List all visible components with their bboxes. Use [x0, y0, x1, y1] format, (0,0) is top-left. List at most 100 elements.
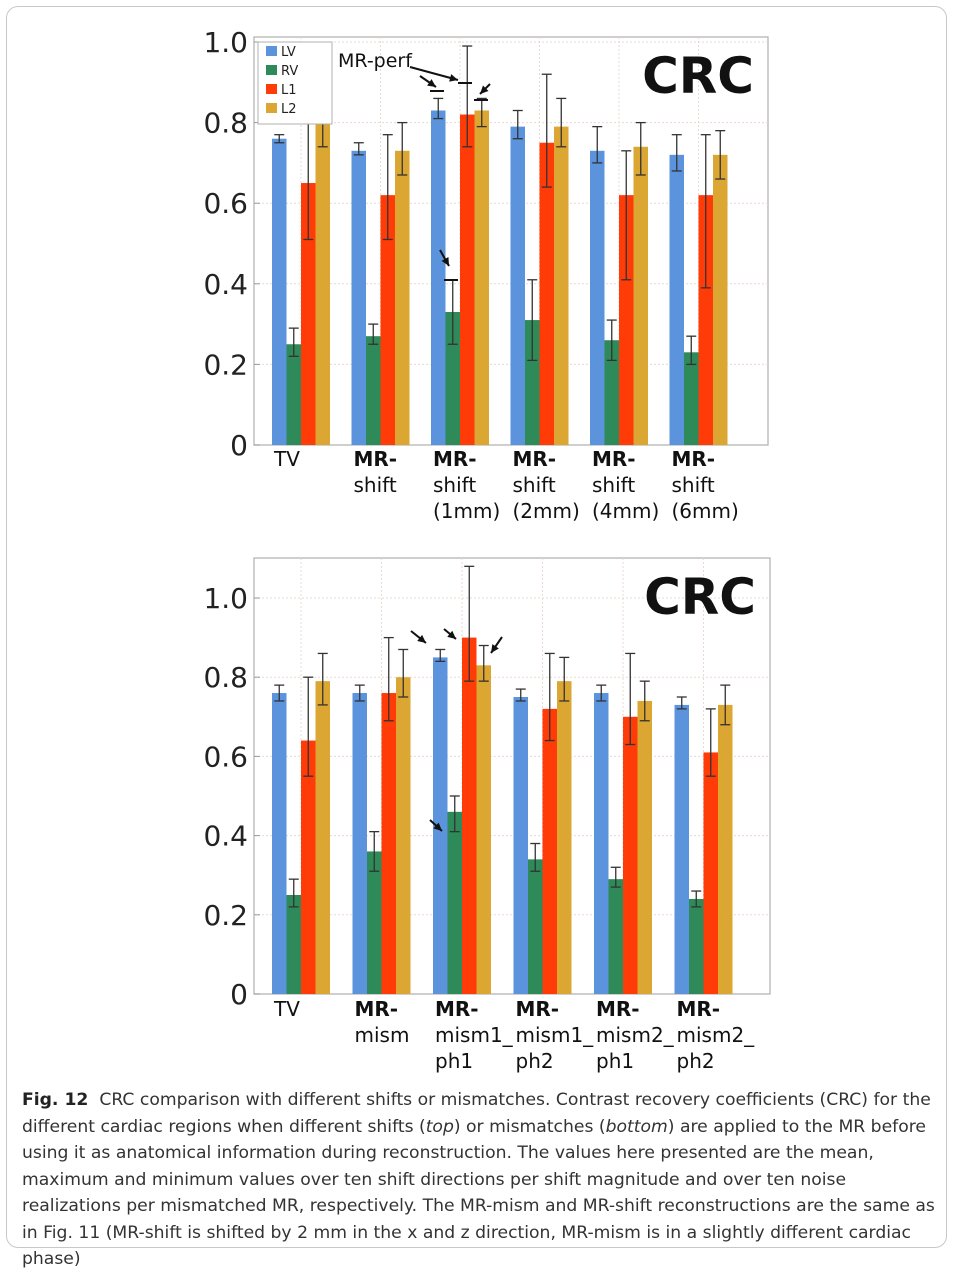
- crc-mismatch-chart: 00.20.40.60.81.0TV MR-mismMR-mism1_ph1MR-…: [203, 557, 771, 1073]
- annotations: MR-perf: [338, 50, 491, 281]
- bar-rv: [445, 312, 460, 445]
- x-category-label: mism1_: [435, 1023, 514, 1047]
- x-category-label: MR-: [592, 447, 636, 471]
- caption-part-2: ) or mismatches (: [453, 1116, 606, 1137]
- x-category-label: (2mm): [513, 499, 580, 523]
- y-tick-label: 0.4: [203, 268, 248, 301]
- x-category-label: MR-: [354, 447, 398, 471]
- y-tick-label: 0.8: [203, 661, 248, 694]
- bar-l1: [460, 114, 475, 445]
- bar-l2: [476, 665, 491, 994]
- arrow-head: [427, 79, 436, 87]
- y-tick-label: 0: [230, 978, 248, 1011]
- bar-l1: [619, 195, 634, 445]
- bar-l1: [381, 693, 396, 994]
- bar-l2: [395, 150, 410, 445]
- x-category-label: MR-: [435, 997, 479, 1021]
- y-tick-label: 0.2: [203, 899, 248, 932]
- x-category-label: TV: [273, 997, 300, 1021]
- x-category-label: ph2: [516, 1049, 554, 1073]
- plot-group: 00.20.40.60.81.0TV MR-mismMR-mism1_ph1MR-…: [203, 557, 771, 1073]
- legend-label: RV: [281, 64, 298, 79]
- x-category-label: mism: [355, 1023, 410, 1047]
- bar-rv: [684, 352, 699, 445]
- x-category-label: MR-: [513, 447, 557, 471]
- bar-rv: [447, 811, 462, 994]
- mr-perf-annotation: MR-perf: [338, 50, 413, 72]
- x-category-label: shift: [433, 473, 476, 497]
- bar-rv: [366, 336, 381, 445]
- caption-top-word: top: [425, 1116, 454, 1137]
- legend-swatch-l1: [266, 84, 277, 94]
- figure-frame: [6, 6, 947, 1248]
- y-tick-label: 1.0: [203, 26, 248, 59]
- bar-l2: [554, 126, 569, 445]
- bar-l2: [637, 700, 652, 994]
- x-category-label: MR-: [672, 447, 716, 471]
- arrow-head: [441, 257, 449, 266]
- bar-l2: [396, 677, 411, 994]
- arrow-head: [491, 644, 499, 653]
- bar-rv: [525, 320, 540, 445]
- bar-l1: [703, 752, 718, 994]
- y-tick-label: 0.2: [203, 348, 248, 381]
- legend-label: L2: [281, 102, 297, 117]
- crc-shift-chart: 00.20.40.60.81.0TV MR-shiftMR-shift(1mm)M…: [203, 26, 769, 523]
- bar-lv: [674, 704, 689, 994]
- x-category-label: ph2: [677, 1049, 715, 1073]
- bar-l2: [718, 704, 733, 994]
- annotations: [410, 628, 503, 832]
- caption-fig-label: Fig. 12: [22, 1090, 89, 1110]
- bar-l1: [539, 142, 554, 445]
- x-category-label: (1mm): [433, 499, 500, 523]
- bar-l2: [557, 681, 572, 994]
- legend-label: L1: [281, 83, 297, 98]
- caption-part-1: CRC comparison with different shifts or …: [22, 1090, 931, 1137]
- bar-lv: [594, 693, 609, 994]
- y-tick-label: 0.4: [203, 820, 248, 853]
- bar-rv: [286, 344, 301, 445]
- x-category-label: mism2_: [596, 1023, 675, 1047]
- chart-title: CRC: [642, 47, 754, 105]
- bar-rv: [367, 851, 382, 994]
- y-tick-label: 0: [230, 429, 248, 462]
- x-category-label: shift: [354, 473, 397, 497]
- arrow-head: [480, 85, 489, 94]
- bar-lv: [272, 138, 287, 445]
- x-category-label: mism1_: [516, 1023, 595, 1047]
- bar-lv: [351, 150, 366, 445]
- bar-l1: [462, 637, 477, 994]
- bar-lv: [510, 126, 525, 445]
- chart-title: CRC: [644, 568, 756, 626]
- caption-part-3: ) are applied to the MR before using it …: [22, 1116, 935, 1270]
- bar-l1: [542, 708, 557, 994]
- x-category-label: (4mm): [592, 499, 659, 523]
- legend-swatch-l2: [266, 103, 277, 113]
- caption-bottom-word: bottom: [605, 1116, 668, 1137]
- bar-l1: [301, 740, 316, 994]
- x-category-label: MR-: [355, 997, 399, 1021]
- y-tick-label: 0.8: [203, 107, 248, 140]
- legend-swatch-lv: [266, 46, 277, 56]
- arrow-head: [433, 822, 442, 831]
- x-category-label: mism2_: [677, 1023, 756, 1047]
- bar-lv: [431, 110, 446, 445]
- legend-label: LV: [281, 45, 296, 60]
- x-category-label: shift: [592, 473, 635, 497]
- bar-l2: [713, 154, 728, 445]
- bar-l1: [623, 716, 638, 994]
- plot-group: 00.20.40.60.81.0TV MR-shiftMR-shift(1mm)M…: [203, 26, 769, 523]
- arrow-head: [417, 634, 426, 643]
- y-tick-label: 0.6: [203, 740, 248, 773]
- x-category-label: ph1: [596, 1049, 634, 1073]
- x-category-label: (6mm): [672, 499, 739, 523]
- x-category-label: MR-: [516, 997, 560, 1021]
- bar-l1: [301, 183, 316, 446]
- x-category-label: MR-: [677, 997, 721, 1021]
- legend: LV RV L1 L2: [257, 41, 333, 125]
- x-category-label: MR-: [596, 997, 640, 1021]
- bar-lv: [272, 693, 287, 994]
- arrow-head: [447, 630, 456, 639]
- x-category-label: shift: [672, 473, 715, 497]
- bar-rv: [528, 859, 543, 994]
